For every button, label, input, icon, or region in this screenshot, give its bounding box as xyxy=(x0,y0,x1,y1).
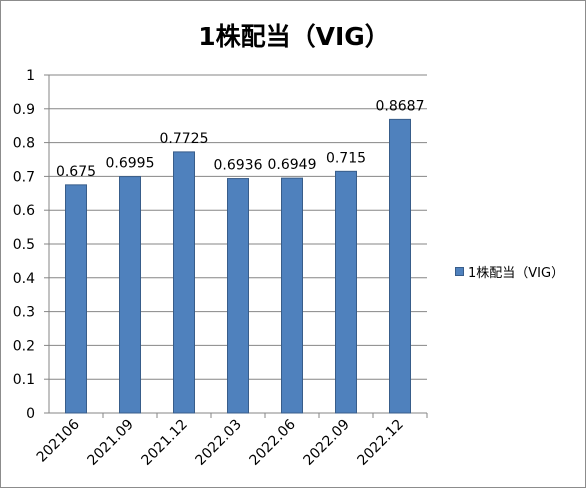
y-tick-label-8: 0.8 xyxy=(13,136,35,152)
data-label-3: 0.6936 xyxy=(214,158,263,174)
data-label-2: 0.7725 xyxy=(160,131,209,147)
x-category-label-3: 2022.03 xyxy=(193,417,245,469)
x-category-label-0: 202106 xyxy=(34,416,83,465)
legend-label: 1株配当（VIG） xyxy=(468,265,565,281)
y-tick-label-3: 0.3 xyxy=(13,305,35,321)
y-tick-label-7: 0.7 xyxy=(13,169,35,185)
chart-title: 1株配当（VIG） xyxy=(198,22,390,51)
x-category-label-2: 2021.12 xyxy=(139,417,191,469)
x-category-label-6: 2022.12 xyxy=(355,417,407,469)
bar-5 xyxy=(335,170,357,414)
y-tick-label-9: 0.9 xyxy=(13,102,35,118)
y-tick-label-6: 0.6 xyxy=(13,203,35,219)
y-tick-label-4: 0.4 xyxy=(13,271,35,287)
bar-4 xyxy=(281,177,303,414)
y-tick-label-5: 0.5 xyxy=(13,237,35,253)
x-category-label-1: 2021.09 xyxy=(85,417,137,469)
bar-3 xyxy=(227,178,249,414)
legend: 1株配当（VIG） xyxy=(455,261,564,281)
bar-1 xyxy=(119,176,141,414)
data-label-6: 0.8687 xyxy=(376,98,425,114)
bar-0 xyxy=(65,184,87,414)
bar-2 xyxy=(173,151,195,414)
data-label-1: 0.6995 xyxy=(106,156,155,172)
data-label-5: 0.715 xyxy=(326,150,366,166)
y-tick-label-0: 0 xyxy=(26,406,35,422)
y-tick-label-2: 0.2 xyxy=(13,338,35,354)
legend-swatch xyxy=(455,266,464,276)
bar-6 xyxy=(389,118,411,414)
x-category-label-5: 2022.09 xyxy=(301,417,353,469)
y-tick-label-10: 1 xyxy=(26,68,35,84)
y-tick-label-1: 0.1 xyxy=(13,372,35,388)
x-category-label-4: 2022.06 xyxy=(247,416,299,468)
data-label-4: 0.6949 xyxy=(268,157,317,173)
data-label-0: 0.675 xyxy=(56,164,96,180)
